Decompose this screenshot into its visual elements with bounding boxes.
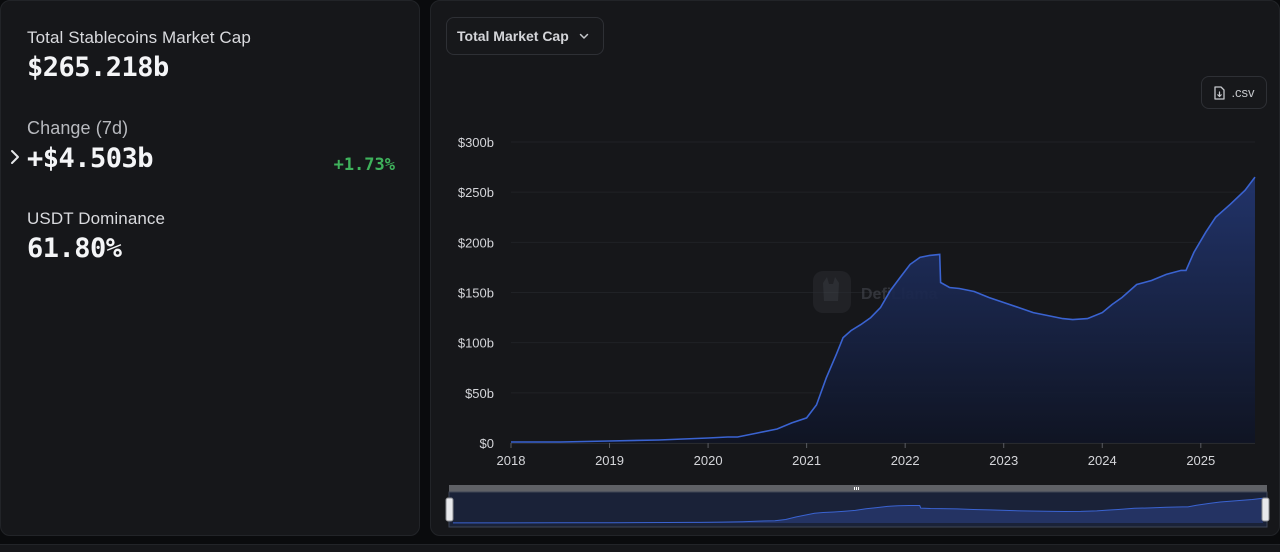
change-value: +$4.503b <box>27 143 154 174</box>
y-tick-label: $150b <box>458 286 494 301</box>
x-tick-label: 2023 <box>989 453 1018 468</box>
x-tick-label: 2024 <box>1088 453 1117 468</box>
y-tick-label: $100b <box>458 336 494 351</box>
y-tick-label: $50b <box>465 386 494 401</box>
dominance-stat: USDT Dominance 61.80% <box>27 209 165 264</box>
y-axis: $0 $50b $100b $150b $200b $250b $300b <box>458 135 494 451</box>
bottom-panel-edge <box>0 544 1280 552</box>
chevron-down-icon <box>579 33 589 39</box>
y-tick-label: $250b <box>458 185 494 200</box>
csv-button-label: .csv <box>1231 85 1255 100</box>
y-tick-label: $0 <box>480 436 494 451</box>
x-tick-label: 2020 <box>694 453 723 468</box>
market-cap-stat: Total Stablecoins Market Cap $265.218b <box>27 28 251 83</box>
llama-logo-icon <box>813 271 851 313</box>
y-tick-label: $300b <box>458 135 494 150</box>
metric-dropdown[interactable]: Total Market Cap <box>446 17 604 55</box>
market-cap-value: $265.218b <box>27 52 169 83</box>
chart-panel: Total Market Cap .csv $0 $50b $100b $150b $2… <box>430 0 1280 536</box>
slider-handle-right[interactable] <box>1261 497 1270 522</box>
slider-handle-left[interactable] <box>445 497 454 522</box>
slider-preview-line <box>453 497 1264 524</box>
x-tick-label: 2019 <box>595 453 624 468</box>
x-tick-label: 2021 <box>792 453 821 468</box>
dominance-value: 61.80% <box>27 233 122 264</box>
file-download-icon <box>1214 85 1226 100</box>
x-axis: 2018 2019 2020 2021 2022 2023 2024 2025 <box>497 443 1215 468</box>
stats-panel: Total Stablecoins Market Cap $265.218b C… <box>0 0 420 536</box>
change-percent: +1.73% <box>333 155 395 175</box>
csv-download-button[interactable]: .csv <box>1201 76 1267 109</box>
x-tick-label: 2025 <box>1186 453 1215 468</box>
slider-preview-area <box>453 498 1263 523</box>
dominance-label: USDT Dominance <box>27 209 166 228</box>
range-slider[interactable] <box>445 485 1270 528</box>
series-area <box>511 177 1255 443</box>
slider-drag-icon[interactable] <box>854 487 859 490</box>
y-tick-label: $200b <box>458 235 494 250</box>
series-line <box>511 176 1256 443</box>
chevron-right-icon[interactable] <box>9 149 21 165</box>
market-cap-label: Total Stablecoins Market Cap <box>27 28 251 47</box>
x-tick-label: 2022 <box>891 453 920 468</box>
change-label: Change (7d) <box>27 118 129 138</box>
metric-dropdown-label: Total Market Cap <box>457 28 569 44</box>
market-cap-chart: $0 $50b $100b $150b $200b $250b $300b 2018 2019… <box>445 135 1270 528</box>
x-tick-label: 2018 <box>497 453 526 468</box>
change-stat[interactable]: Change (7d) +$4.503b <box>27 118 154 174</box>
